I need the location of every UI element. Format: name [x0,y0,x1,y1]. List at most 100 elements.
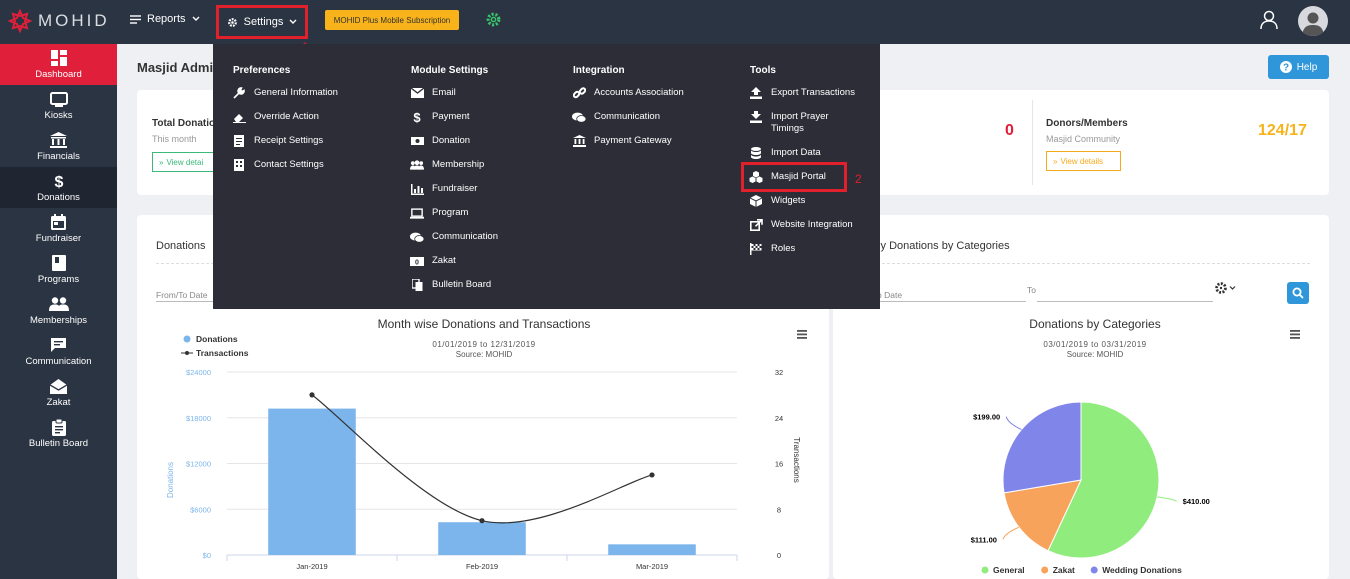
menu-item-zakat[interactable]: 0 Zakat [410,255,456,267]
help-button[interactable]: ? Help [1268,55,1329,79]
preferences-heading: Preferences [233,65,291,76]
chart-subtitle: 03/01/2019 to 03/31/2019 [1043,340,1146,349]
chart-subtitle: 01/01/2019 to 12/31/2019 [432,340,535,349]
donors-view-details-button[interactable]: » View details [1046,151,1121,171]
sidebar-item-donations[interactable]: $ Donations [0,167,117,208]
y2-tick-label: 0 [777,551,781,560]
menu-item-email[interactable]: Email [410,87,456,99]
reports-menu[interactable]: Reports [130,13,200,25]
from-date-input[interactable]: o Date [877,290,903,300]
settings-menu[interactable]: Settings [216,5,308,39]
bar-chart-icon [410,183,424,195]
donors-members-title: Donors/Members [1046,118,1128,129]
sidebar-item-kiosks[interactable]: Kiosks [0,85,117,126]
chart-menu-icon[interactable] [1290,330,1300,339]
menu-item-accounts-association[interactable]: Accounts Association [572,87,684,99]
legend-marker-donations [183,335,191,343]
chart-menu-icon[interactable] [797,330,807,339]
chart-legend[interactable]: Donations Transactions [181,334,249,358]
sidebar-item-label: Programs [37,273,80,285]
sidebar-item-memberships[interactable]: Memberships [0,290,117,331]
menu-item-override-action[interactable]: Override Action [232,111,319,123]
menu-item-communication[interactable]: Communication [410,231,498,243]
menu-item-import-data[interactable]: Import Data [749,147,821,159]
pie-slice-zakat[interactable] [1003,479,1082,552]
bar-mar-2019[interactable] [608,544,696,555]
menu-item-roles[interactable]: Roles [749,243,795,255]
menu-item-general-information[interactable]: General Information [232,87,338,99]
date-range-input[interactable]: From/To Date [156,290,208,300]
user-group-icon[interactable] [1258,9,1280,31]
legend-label[interactable]: Donations [196,334,238,344]
sidebar-item-financials[interactable]: Financials [0,126,117,167]
dollar-icon: $ [54,174,63,190]
to-date-input[interactable] [1037,301,1213,302]
menu-item-payment-gateway[interactable]: Payment Gateway [572,135,672,147]
legend-label-wedding-donations[interactable]: Wedding Donations [1102,565,1182,575]
settings-gear-icon[interactable] [485,11,502,28]
user-avatar[interactable] [1298,6,1328,36]
sidebar-item-dashboard[interactable]: Dashboard [0,44,117,85]
menu-item-communication-integration[interactable]: Communication [572,111,660,123]
money-icon [410,137,424,145]
pie-data-label: $199.00 [973,413,1000,422]
menu-item-widgets[interactable]: Widgets [749,195,805,207]
transactions-line[interactable] [311,394,653,524]
sidebar-item-zakat[interactable]: Zakat [0,372,117,413]
svg-text:0: 0 [415,259,419,266]
pie-slice-wedding-donations[interactable] [1002,401,1082,494]
mohid-logo[interactable]: MOHID [8,9,110,33]
menu-item-program[interactable]: Program [410,207,468,219]
transactions-point-mar-2019[interactable] [649,472,655,478]
legend-label-zakat[interactable]: Zakat [1053,565,1075,575]
dashboard-icon [50,50,67,66]
menu-item-fundraiser[interactable]: Fundraiser [410,183,477,195]
menu-item-label: Accounts Association [594,87,684,98]
legend-label[interactable]: Transactions [196,348,249,358]
y-tick-label: $12000 [186,460,211,469]
search-button[interactable] [1287,282,1309,304]
menu-item-import-prayer-timings[interactable]: Import Prayer Timings [749,111,829,135]
kiosk-icon [49,91,68,107]
gear-dropdown-icon[interactable] [1214,281,1238,295]
subscription-button[interactable]: MOHID Plus Mobile Subscription [325,10,459,30]
menu-item-payment[interactable]: $ Payment [410,111,470,124]
menu-item-export-transactions[interactable]: Export Transactions [749,87,855,99]
menu-item-contact-settings[interactable]: Contact Settings [232,159,324,171]
sidebar-item-programs[interactable]: Programs [0,249,117,290]
menu-item-bulletin-board[interactable]: Bulletin Board [410,279,491,291]
eraser-icon [232,113,246,123]
help-label: Help [1296,61,1318,73]
flag-checkered-icon [750,243,762,255]
menu-item-website-integration[interactable]: Website Integration [749,219,853,231]
menu-item-label: Payment [432,111,470,122]
transactions-point-jan-2019[interactable] [309,392,315,398]
stat-value: 0 [1005,122,1014,139]
menu-item-membership[interactable]: Membership [410,159,484,171]
menu-item-label: General Information [254,87,338,98]
menu-item-receipt-settings[interactable]: Receipt Settings [232,135,323,147]
bar-feb-2019[interactable] [438,522,526,555]
chart-source: Source: MOHID [456,350,513,359]
sidebar-item-label: Dashboard [35,68,82,80]
divider [872,263,1310,264]
menu-item-donation[interactable]: Donation [410,135,470,147]
menu-item-label: Import Data [771,147,821,158]
menu-item-masjid-portal[interactable]: Masjid Portal [749,171,826,183]
sidebar-item-label: Donations [37,191,80,203]
clipboard-icon [51,418,66,436]
sidebar-item-bulletin-board[interactable]: Bulletin Board [0,413,117,454]
categories-chart-card: hly Donations by Categories o Date To Do… [833,215,1329,579]
total-view-details-button[interactable]: » View detai [152,152,222,172]
sidebar-item-fundraiser[interactable]: Fundraiser [0,208,117,249]
pie-data-label: $111.00 [971,535,997,544]
legend-label-general[interactable]: General [993,565,1025,575]
sidebar-item-label: Fundraiser [35,232,82,244]
transactions-point-feb-2019[interactable] [479,518,485,524]
donors-members-count: 124/17 [1258,122,1307,139]
menu-item-label: Donation [432,135,471,146]
sidebar-item-communication[interactable]: Communication [0,331,117,372]
bank-icon [50,132,67,148]
y2-tick-label: 24 [775,414,783,423]
bar-jan-2019[interactable] [268,408,356,555]
